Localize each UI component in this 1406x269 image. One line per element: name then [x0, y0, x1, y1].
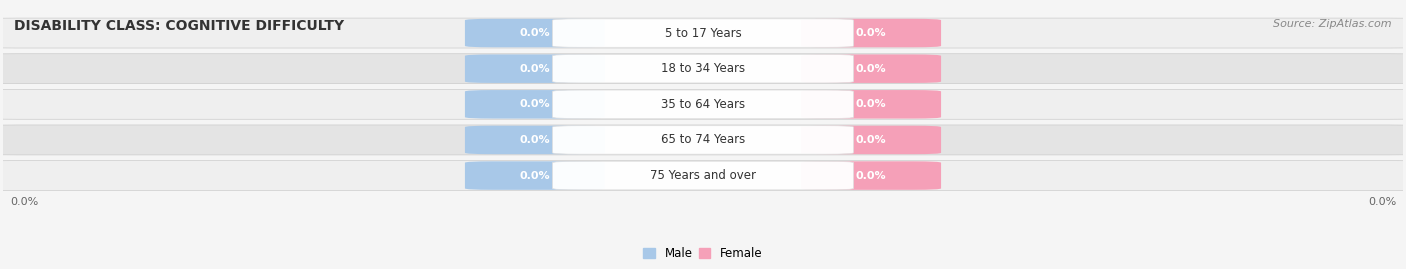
Text: 0.0%: 0.0% [856, 99, 886, 109]
Text: 35 to 64 Years: 35 to 64 Years [661, 98, 745, 111]
FancyBboxPatch shape [0, 161, 1406, 190]
FancyBboxPatch shape [553, 90, 853, 119]
Legend: Male, Female: Male, Female [638, 242, 768, 265]
Text: DISABILITY CLASS: COGNITIVE DIFFICULTY: DISABILITY CLASS: COGNITIVE DIFFICULTY [14, 19, 344, 33]
FancyBboxPatch shape [0, 54, 1406, 84]
Text: 0.0%: 0.0% [856, 28, 886, 38]
FancyBboxPatch shape [465, 19, 605, 47]
FancyBboxPatch shape [801, 19, 941, 47]
Text: 18 to 34 Years: 18 to 34 Years [661, 62, 745, 75]
Text: 0.0%: 0.0% [520, 171, 550, 180]
FancyBboxPatch shape [465, 90, 605, 119]
Text: 0.0%: 0.0% [520, 99, 550, 109]
Text: 0.0%: 0.0% [10, 197, 38, 207]
FancyBboxPatch shape [465, 54, 605, 83]
FancyBboxPatch shape [801, 54, 941, 83]
Text: 0.0%: 0.0% [520, 28, 550, 38]
Text: 0.0%: 0.0% [856, 135, 886, 145]
Text: 5 to 17 Years: 5 to 17 Years [665, 27, 741, 40]
Text: 0.0%: 0.0% [856, 64, 886, 74]
FancyBboxPatch shape [0, 89, 1406, 119]
FancyBboxPatch shape [553, 126, 853, 154]
FancyBboxPatch shape [465, 126, 605, 154]
FancyBboxPatch shape [0, 18, 1406, 48]
FancyBboxPatch shape [801, 161, 941, 190]
FancyBboxPatch shape [801, 126, 941, 154]
FancyBboxPatch shape [465, 161, 605, 190]
Text: 65 to 74 Years: 65 to 74 Years [661, 133, 745, 146]
FancyBboxPatch shape [553, 161, 853, 190]
FancyBboxPatch shape [553, 54, 853, 83]
Text: 0.0%: 0.0% [520, 135, 550, 145]
Text: 75 Years and over: 75 Years and over [650, 169, 756, 182]
Text: 0.0%: 0.0% [856, 171, 886, 180]
Text: 0.0%: 0.0% [520, 64, 550, 74]
Text: 0.0%: 0.0% [1368, 197, 1396, 207]
Text: Source: ZipAtlas.com: Source: ZipAtlas.com [1274, 19, 1392, 29]
FancyBboxPatch shape [0, 125, 1406, 155]
FancyBboxPatch shape [553, 19, 853, 47]
FancyBboxPatch shape [801, 90, 941, 119]
